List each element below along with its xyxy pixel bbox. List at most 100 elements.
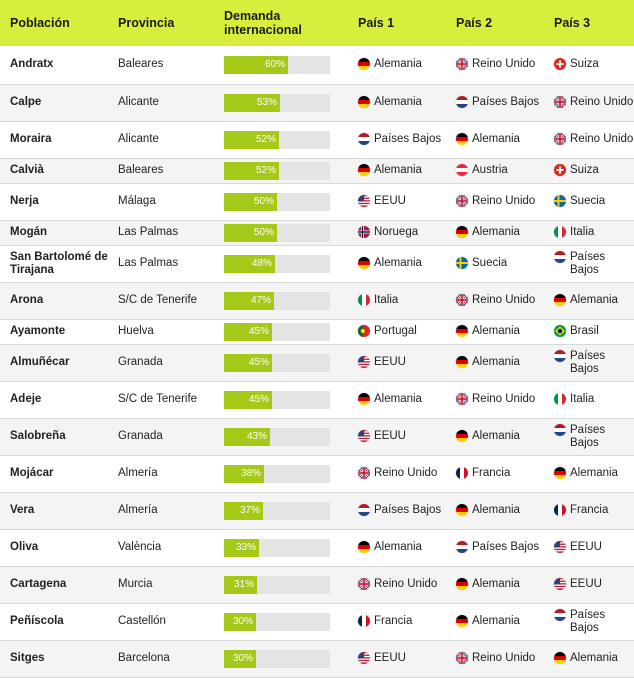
cell-provincia: Alicante xyxy=(118,96,159,108)
germany-flag-icon xyxy=(358,541,370,553)
country-p2: Reino Unido xyxy=(456,652,544,665)
cell-demanda: 52% xyxy=(214,158,348,183)
table-row: Moraira Alicante 52% Países Bajos Alemania Re… xyxy=(0,121,634,158)
cell-p2: Austria xyxy=(446,158,544,183)
country-p2: Países Bajos xyxy=(456,541,544,554)
country-name: Países Bajos xyxy=(374,133,442,145)
cell-provincia: Almería xyxy=(118,504,158,516)
demand-bar-track: 52% xyxy=(224,161,330,180)
demand-bar-label: 45% xyxy=(248,393,269,405)
cell-p1: EEUU xyxy=(348,640,446,677)
demand-bar-track: 47% xyxy=(224,291,330,310)
cell-p1: Portugal xyxy=(348,319,446,344)
cell-demanda: 53% xyxy=(214,84,348,121)
country-p3: Suiza xyxy=(554,58,634,71)
country-name: Alemania xyxy=(472,504,520,516)
demand-bar-track: 53% xyxy=(224,93,330,112)
demand-bar-track: 31% xyxy=(224,575,330,594)
cell-p3: Alemania xyxy=(544,640,634,677)
country-name: Italia xyxy=(374,294,399,306)
demand-bar-label: 38% xyxy=(240,467,261,479)
germany-flag-icon xyxy=(456,578,468,590)
country-name: Reino Unido xyxy=(374,578,438,590)
cell-p2: Alemania xyxy=(446,566,544,603)
country-p3: Italia xyxy=(554,226,634,239)
cell-demanda: 30% xyxy=(214,640,348,677)
country-name: Austria xyxy=(472,164,508,176)
france-flag-icon xyxy=(456,467,468,479)
country-name: Países Bajos xyxy=(570,608,606,634)
demand-bar-track: 50% xyxy=(224,223,330,242)
country-name: Alemania xyxy=(472,325,520,337)
cell-p2: Alemania xyxy=(446,220,544,245)
country-p3: Reino Unido xyxy=(554,133,634,146)
cell-p3: Italia xyxy=(544,220,634,245)
country-p1: EEUU xyxy=(358,430,446,443)
italy-flag-icon xyxy=(554,393,566,405)
demand-bar-label: 37% xyxy=(239,504,260,516)
cell-p2: Francia xyxy=(446,455,544,492)
cell-poblacion: Calvià xyxy=(10,164,44,176)
country-name: Alemania xyxy=(472,615,520,627)
usa-flag-icon xyxy=(358,652,370,664)
uk-flag-icon xyxy=(456,195,468,207)
country-p2: Francia xyxy=(456,467,544,480)
cell-p1: EEUU xyxy=(348,344,446,381)
cell-p3: Reino Unido xyxy=(544,84,634,121)
cell-p3: Países Bajos xyxy=(544,603,634,640)
france-flag-icon xyxy=(554,504,566,516)
country-name: Brasil xyxy=(570,325,599,337)
demand-bar-label: 52% xyxy=(255,164,276,176)
header-demanda-line2: internacional xyxy=(224,23,302,37)
cell-demanda: 47% xyxy=(214,282,348,319)
table-row: Almuñécar Granada 45% EEUU Alemania Países Ba… xyxy=(0,344,634,381)
cell-provincia: Castellón xyxy=(118,615,166,627)
country-p2: Alemania xyxy=(456,226,544,239)
italy-flag-icon xyxy=(554,226,566,238)
country-p2: Países Bajos xyxy=(456,96,544,109)
netherlands-flag-icon xyxy=(358,133,370,145)
table-row: Andratx Baleares 60% Alemania Reino Unido Sui… xyxy=(0,46,634,84)
demand-bar-label: 43% xyxy=(246,430,267,442)
cell-provincia: S/C de Tenerife xyxy=(118,393,198,405)
cell-p2: Alemania xyxy=(446,418,544,455)
demand-bar-label: 33% xyxy=(235,541,256,553)
demand-bar-track: 50% xyxy=(224,192,330,211)
demand-bar: 38% xyxy=(224,464,264,483)
table-row: Adeje S/C de Tenerife 45% Alemania Reino Uni… xyxy=(0,381,634,418)
country-p2: Reino Unido xyxy=(456,294,544,307)
header-poblacion: Población xyxy=(10,16,70,30)
country-p3: Francia xyxy=(554,504,634,517)
cell-demanda: 37% xyxy=(214,492,348,529)
header-provincia: Provincia xyxy=(118,16,175,30)
country-p1: EEUU xyxy=(358,356,446,369)
table-row: Calvià Baleares 52% Alemania Austria Suiza xyxy=(0,158,634,183)
demand-bar-track: 30% xyxy=(224,612,330,631)
country-name: Suiza xyxy=(570,164,599,176)
header-demanda-line1: Demanda xyxy=(224,9,281,23)
cell-provincia: Las Palmas xyxy=(118,226,179,238)
cell-p3: Países Bajos xyxy=(544,245,634,282)
norway-flag-icon xyxy=(358,226,370,238)
country-p1: Reino Unido xyxy=(358,467,446,480)
cell-demanda: 33% xyxy=(214,529,348,566)
demand-bar: 50% xyxy=(224,223,277,242)
demand-bar-label: 45% xyxy=(248,356,269,368)
demand-bar: 52% xyxy=(224,130,279,149)
germany-flag-icon xyxy=(456,325,468,337)
cell-p1: Reino Unido xyxy=(348,455,446,492)
cell-poblacion: Adeje xyxy=(10,393,42,405)
cell-p1: EEUU xyxy=(348,183,446,220)
country-p2: Alemania xyxy=(456,615,544,628)
cell-p1: Países Bajos xyxy=(348,492,446,529)
cell-provincia: Alicante xyxy=(118,133,159,145)
cell-provincia: Almería xyxy=(118,467,158,479)
country-name: Reino Unido xyxy=(472,393,536,405)
country-name: Reino Unido xyxy=(472,652,536,664)
country-p3: Países Bajos xyxy=(554,250,634,277)
brazil-flag-icon xyxy=(554,325,566,337)
country-name: Países Bajos xyxy=(472,96,540,108)
france-flag-icon xyxy=(358,615,370,627)
germany-flag-icon xyxy=(456,504,468,516)
netherlands-flag-icon xyxy=(554,250,566,263)
